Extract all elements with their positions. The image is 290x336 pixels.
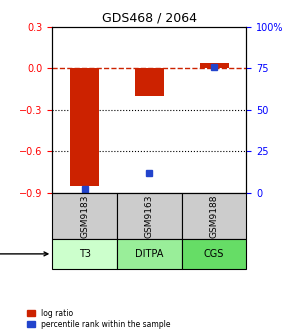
- Bar: [70, 68, 99, 186]
- FancyBboxPatch shape: [117, 193, 182, 239]
- FancyBboxPatch shape: [117, 239, 182, 269]
- Bar: [200, 63, 229, 68]
- Text: agent: agent: [0, 249, 48, 259]
- FancyBboxPatch shape: [182, 193, 246, 239]
- FancyBboxPatch shape: [52, 193, 117, 239]
- Text: DITPA: DITPA: [135, 249, 164, 259]
- Text: CGS: CGS: [204, 249, 224, 259]
- Legend: log ratio, percentile rank within the sample: log ratio, percentile rank within the sa…: [27, 308, 170, 329]
- Bar: [135, 68, 164, 96]
- FancyBboxPatch shape: [52, 239, 117, 269]
- Text: GSM9163: GSM9163: [145, 194, 154, 238]
- Text: GSM9183: GSM9183: [80, 194, 89, 238]
- Text: GSM9188: GSM9188: [210, 194, 219, 238]
- Title: GDS468 / 2064: GDS468 / 2064: [102, 11, 197, 24]
- FancyBboxPatch shape: [182, 239, 246, 269]
- Text: T3: T3: [79, 249, 90, 259]
